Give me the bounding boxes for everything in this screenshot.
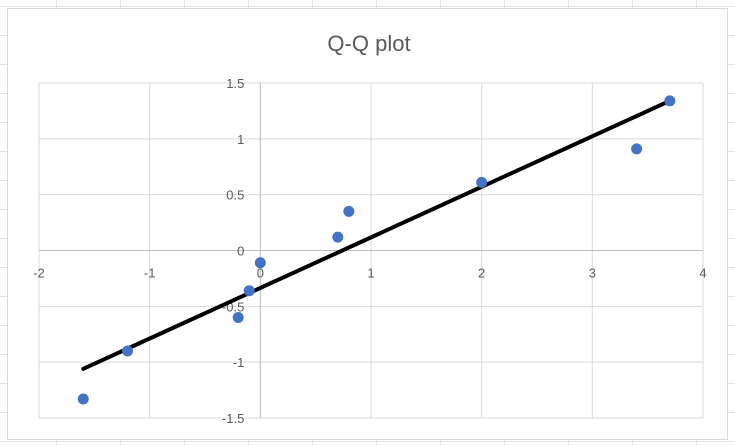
x-tick-label: 4 <box>699 266 706 281</box>
x-tick-label: 0 <box>257 266 264 281</box>
y-tick-label: -1.5 <box>222 411 244 426</box>
data-point <box>631 143 643 155</box>
data-point <box>254 257 266 269</box>
points-layer <box>77 95 676 405</box>
axes <box>39 83 703 418</box>
trendline <box>81 98 672 371</box>
data-point <box>664 95 676 107</box>
trendline-layer <box>81 98 672 371</box>
x-tick-label: 1 <box>367 266 374 281</box>
data-point <box>243 285 255 297</box>
chart-title: Q-Q plot <box>327 31 410 56</box>
x-tick-label: -1 <box>144 266 156 281</box>
y-tick-label: 0.5 <box>226 188 244 203</box>
data-point <box>476 176 488 188</box>
data-point <box>77 393 89 405</box>
x-tick-label: -2 <box>33 266 45 281</box>
data-point <box>332 231 344 243</box>
y-tick-label: -1 <box>233 355 245 370</box>
data-point <box>343 205 355 217</box>
data-point <box>232 312 244 323</box>
y-tick-label: 0 <box>237 244 244 259</box>
data-point <box>122 345 134 357</box>
y-tick-label: 1 <box>237 132 244 147</box>
chart-area[interactable] <box>7 8 728 440</box>
x-tick-labels: -2 -1 0 1 2 3 4 <box>33 266 706 281</box>
y-tick-label: 1.5 <box>226 76 244 91</box>
x-tick-label: 2 <box>478 266 485 281</box>
x-tick-label: 3 <box>589 266 596 281</box>
